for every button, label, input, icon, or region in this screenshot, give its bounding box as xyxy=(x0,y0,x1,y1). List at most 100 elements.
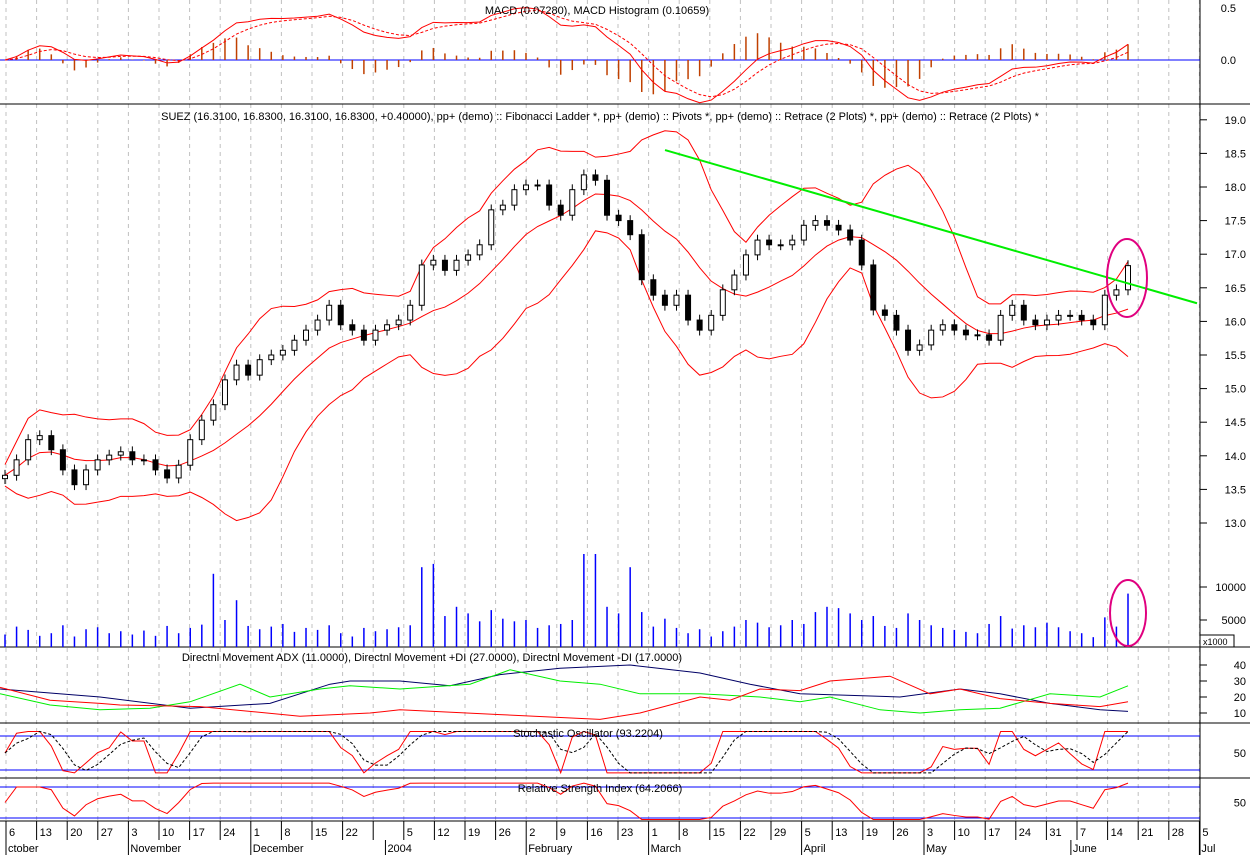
candle-body xyxy=(731,274,738,291)
adx-tick-label: 10 xyxy=(1234,708,1246,720)
x-tick-label: 15 xyxy=(315,827,327,839)
candle-body xyxy=(152,459,159,471)
candle-body xyxy=(245,364,252,376)
x-tick-label: 10 xyxy=(958,827,970,839)
candle-body xyxy=(962,329,969,336)
x-tick-label: 26 xyxy=(896,827,908,839)
candle-body xyxy=(812,220,819,226)
candle-body xyxy=(974,334,981,337)
candle-body xyxy=(627,220,634,236)
candle-body xyxy=(1032,319,1039,326)
candle-body xyxy=(696,319,703,331)
x-tick-label: 17 xyxy=(193,827,205,839)
x-tick-label: 31 xyxy=(1049,827,1061,839)
candle-body xyxy=(303,329,310,341)
candle-body xyxy=(916,344,923,351)
candle-body xyxy=(175,464,182,479)
candle-body xyxy=(580,174,587,191)
candle-body xyxy=(360,329,367,341)
chart-marks xyxy=(0,7,1200,821)
candle-body xyxy=(384,324,391,331)
x-tick-label: 8 xyxy=(682,827,688,839)
macd-title: MACD (0.07280), MACD Histogram (0.10659) xyxy=(485,5,709,17)
rsi-tick-label: 50 xyxy=(1234,798,1246,810)
macd-line xyxy=(4,7,1129,104)
price-tick-label: 17.5 xyxy=(1225,216,1246,228)
stoch-title: Stochastic Oscillator (93.2204) xyxy=(513,728,663,740)
candle-body xyxy=(777,244,784,247)
rsi-title: Relative Strength Index (64.2066) xyxy=(518,783,683,795)
x-tick-label: 10 xyxy=(162,827,174,839)
price-tick-label: 19.0 xyxy=(1225,115,1246,127)
price-tick-label: 16.0 xyxy=(1225,316,1246,328)
volume-unit-box xyxy=(1199,634,1235,648)
volume-tick-label: 5000 xyxy=(1222,615,1246,627)
candle-body xyxy=(986,334,993,341)
price-tick-label: 15.5 xyxy=(1225,350,1246,362)
candle-body xyxy=(129,451,136,461)
candle-body xyxy=(823,220,830,226)
price-tick-label: 13.0 xyxy=(1225,518,1246,530)
candle-body xyxy=(858,239,865,266)
volume-unit-label: x1000 xyxy=(1203,637,1228,647)
month-label: November xyxy=(130,843,181,855)
candle-body xyxy=(453,259,460,271)
candle-body xyxy=(1078,314,1085,321)
x-tick-label: 21 xyxy=(1141,827,1153,839)
grid xyxy=(5,0,1200,821)
candle-body xyxy=(534,184,541,187)
adx-tick-label: 20 xyxy=(1234,692,1246,704)
candle-body xyxy=(650,279,657,296)
highlight-price-circle xyxy=(1106,238,1148,318)
x-tick-label: 8 xyxy=(284,827,290,839)
volume-tick-label: 10000 xyxy=(1215,582,1246,594)
x-tick-label: 29 xyxy=(774,827,786,839)
bollinger-upper xyxy=(4,130,1129,465)
candle-body xyxy=(1009,304,1016,316)
month-label: April xyxy=(804,843,826,855)
candle-body xyxy=(1020,304,1027,321)
macd-signal-line xyxy=(4,9,1129,98)
candle-body xyxy=(476,244,483,256)
candle-body xyxy=(349,324,356,331)
price-tick-label: 14.0 xyxy=(1225,451,1246,463)
x-tick-label: 5 xyxy=(1202,827,1208,839)
candle-body xyxy=(615,214,622,222)
x-tick-label: 12 xyxy=(437,827,449,839)
candle-body xyxy=(71,469,78,486)
x-tick-label: 5 xyxy=(805,827,811,839)
candle-body xyxy=(754,239,761,256)
price-tick-label: 13.5 xyxy=(1225,484,1246,496)
candle-body xyxy=(210,404,217,421)
stoch-tick-label: 50 xyxy=(1234,748,1246,760)
candle-body xyxy=(951,324,958,331)
x-tick-label: 26 xyxy=(499,827,511,839)
candle-body xyxy=(1090,319,1097,326)
minus-di-line xyxy=(0,675,1129,720)
candle-body xyxy=(337,304,344,326)
candle-body xyxy=(441,259,448,271)
x-tick-label: 16 xyxy=(590,827,602,839)
candle-body xyxy=(256,359,263,376)
month-label: 2004 xyxy=(387,843,411,855)
candle-body xyxy=(221,379,228,406)
candle-body xyxy=(48,435,55,451)
candle-body xyxy=(25,439,32,461)
candle-body xyxy=(592,174,599,181)
candle-body xyxy=(465,254,472,261)
adx-tick-label: 30 xyxy=(1234,676,1246,688)
month-label: March xyxy=(651,843,682,855)
x-tick-label: 1 xyxy=(254,827,260,839)
candle-body xyxy=(198,419,205,441)
x-tick-label: 3 xyxy=(927,827,933,839)
candle-body xyxy=(1113,289,1120,296)
x-tick-label: 1 xyxy=(652,827,658,839)
candle-body xyxy=(742,254,749,276)
candle-body xyxy=(140,459,147,462)
price-tick-label: 18.5 xyxy=(1225,148,1246,160)
candle-body xyxy=(604,179,611,216)
month-label: February xyxy=(528,843,573,855)
x-tick-label: 13 xyxy=(40,827,52,839)
price-tick-label: 14.5 xyxy=(1225,417,1246,429)
price-tick-label: 18.0 xyxy=(1225,182,1246,194)
